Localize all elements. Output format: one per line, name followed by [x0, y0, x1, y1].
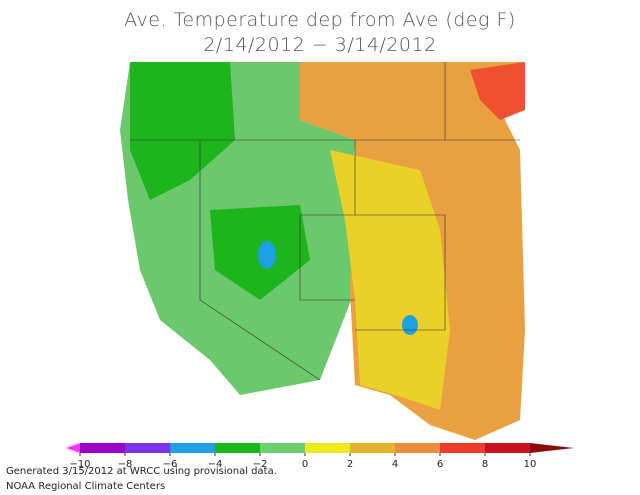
dark-green — [130, 62, 235, 200]
colorbar-tick-label: 6 — [437, 459, 443, 470]
colorbar-tick-label: 4 — [392, 459, 398, 470]
cool-spot — [402, 315, 418, 335]
footer-text: NOAA Regional Climate Centers — [6, 481, 165, 492]
colorbar-tick-label: 0 — [302, 459, 308, 470]
colorbar-bin — [485, 443, 530, 453]
title: Ave. Temperature dep from Ave (deg F) — [124, 9, 516, 31]
cool-spot — [258, 241, 276, 269]
state-lines — [199, 140, 321, 381]
colorbar-tick-label: 10 — [524, 459, 537, 470]
hot-spot — [470, 62, 525, 120]
colorbar: −10 −8 −6 −4 −2 0 2 4 6 8 10 — [66, 443, 574, 470]
colorbar-bin — [80, 443, 125, 453]
colorbar-bin — [440, 443, 485, 453]
colorbar-tick-label: −10 — [69, 459, 90, 470]
colorbar-bin — [260, 443, 305, 453]
subtitle: 2/14/2012 − 3/14/2012 — [203, 34, 436, 56]
colorbar-bin — [305, 443, 350, 453]
colorbar-high — [530, 443, 574, 453]
colorbar-bin — [350, 443, 395, 453]
map — [120, 62, 525, 440]
colorbar-tick-label: 2 — [347, 459, 353, 470]
colorbar-tick-label: −8 — [118, 459, 133, 470]
colorbar-low — [66, 443, 80, 453]
colorbar-bin — [215, 443, 260, 453]
colorbar-bin — [395, 443, 440, 453]
footer-text: Generated 3/15/2012 at WRCC using provis… — [6, 466, 277, 477]
colorbar-tick-label: −6 — [163, 459, 178, 470]
state-lines — [355, 214, 446, 331]
colorbar-bin — [125, 443, 170, 453]
colorbar-bin — [170, 443, 215, 453]
colorbar-tick-label: −4 — [208, 459, 223, 470]
colorbar-tick-label: 8 — [482, 459, 488, 470]
colorbar-tick-label: −2 — [253, 459, 268, 470]
